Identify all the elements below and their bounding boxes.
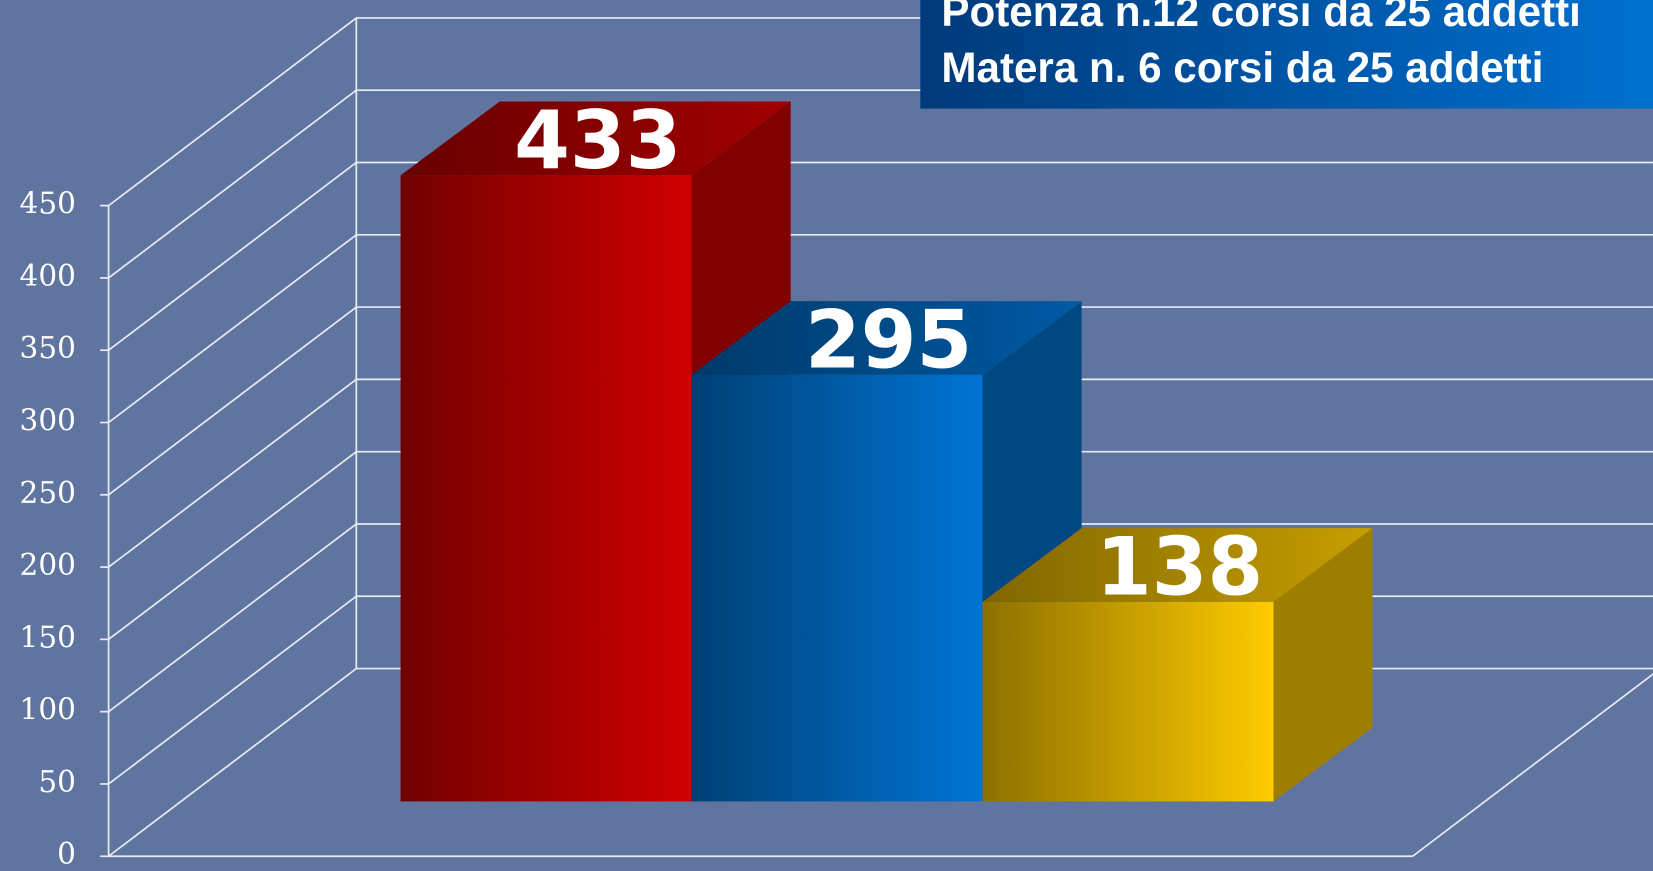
value-label: 138 <box>1096 520 1263 613</box>
axis-line <box>1412 673 1653 857</box>
grid-line <box>108 450 1653 641</box>
grid-line <box>108 161 1653 351</box>
annotation: Potenza n.12 corsi da 25 addetti <box>941 0 1580 35</box>
y-tick-label: 200 <box>20 548 76 582</box>
bar <box>691 374 983 802</box>
y-tick-label: 250 <box>20 476 76 510</box>
bar <box>400 175 692 802</box>
bar-top <box>400 101 791 176</box>
y-tick-label: 400 <box>20 259 76 293</box>
value-label: 433 <box>514 94 681 187</box>
y-tick-label: 0 <box>57 837 76 871</box>
grid-line <box>108 233 1653 424</box>
bar-top <box>982 528 1373 602</box>
y-tick-label: 300 <box>20 404 76 438</box>
y-tick-label: 50 <box>38 765 76 799</box>
y-tick-label: 100 <box>20 693 76 727</box>
annotation-box <box>920 0 1653 109</box>
value-label: 295 <box>805 293 972 386</box>
y-tick-label: 350 <box>20 331 76 365</box>
plot: 0 50 100 150 200 250 300 350 400 450 433 295 138 Pot… <box>20 0 1653 871</box>
y-tick-label: 150 <box>20 620 76 654</box>
bar-side <box>1273 528 1373 802</box>
grid-line <box>108 89 1653 279</box>
grid-line <box>108 523 1653 713</box>
bar-top <box>691 301 1082 375</box>
grid-line <box>108 306 1653 496</box>
y-tick-label: 450 <box>20 187 76 221</box>
bar <box>982 601 1274 802</box>
annotation: Matera n. 6 corsi da 25 addetti <box>941 44 1543 91</box>
grid-line <box>108 378 1653 568</box>
